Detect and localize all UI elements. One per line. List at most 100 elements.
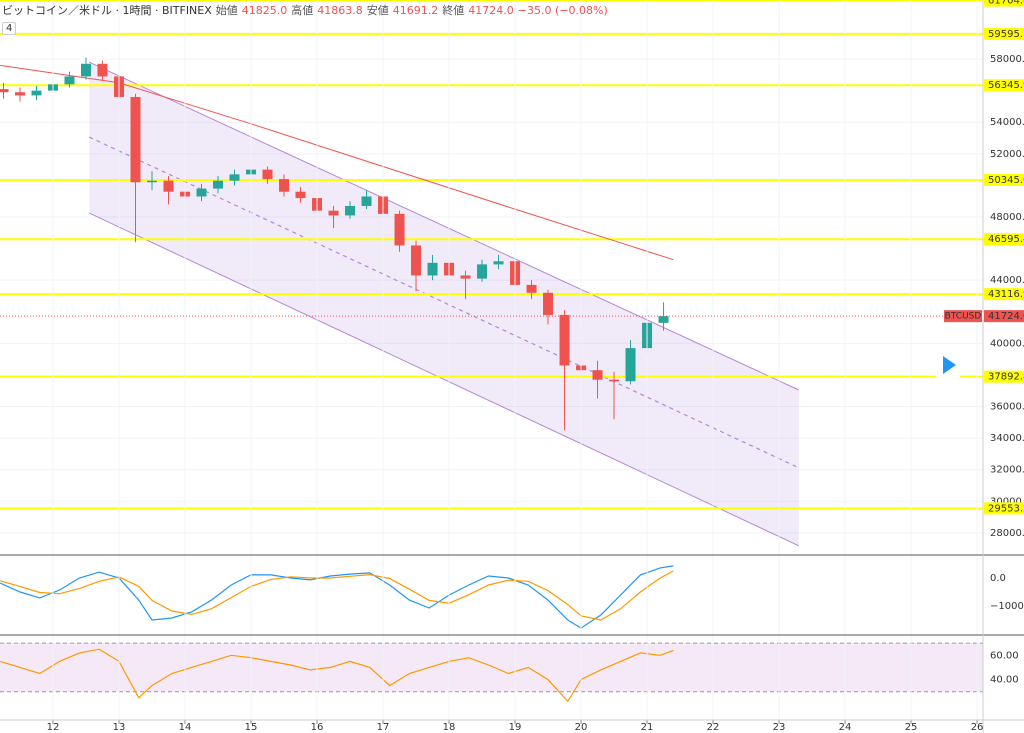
candle-body: [147, 180, 158, 183]
candle-body: [130, 96, 141, 183]
ohlc-value: 41691.2: [392, 3, 439, 17]
candle-body: [213, 180, 224, 189]
x-tick-label: 19: [509, 722, 522, 733]
candle-body: [196, 188, 207, 197]
y-tick-label: 54000.0: [990, 117, 1024, 128]
y-tick-label: 34000.0: [990, 433, 1024, 444]
level-label-bg: [984, 502, 1024, 515]
candle-body: [543, 292, 554, 315]
ohlc-value: 41825.0: [241, 3, 288, 17]
x-tick-label: 18: [443, 722, 456, 733]
y-tick-label: 32000.0: [990, 465, 1024, 476]
candle-body: [609, 379, 620, 382]
candle-body: [229, 174, 240, 181]
ohlc-label: 安値: [366, 4, 389, 17]
candle-body: [559, 314, 570, 366]
y-tick-label: 40000.0: [990, 338, 1024, 349]
candle-body: [14, 92, 25, 96]
y-tick-label: 36000.0: [990, 402, 1024, 413]
channel-middle: [89, 136, 800, 469]
symbol-tag: BTCUSD: [945, 312, 982, 322]
last-price-label: 41724.0: [988, 311, 1024, 322]
candle-body: [592, 370, 603, 380]
x-tick-label: 23: [773, 722, 786, 733]
y-tick-label: 60.00: [990, 650, 1019, 661]
level-label: 50345.0: [988, 175, 1024, 186]
y-tick-label: 40.00: [990, 675, 1019, 686]
level-label: 43116.9: [988, 289, 1024, 300]
level-label-bg: [984, 0, 1024, 7]
candle-body: [262, 169, 273, 180]
channel-fill: [89, 62, 799, 546]
candle-body: [460, 275, 471, 279]
candle-body: [64, 76, 75, 85]
y-tick-label: 30000.0: [990, 496, 1024, 507]
y-tick-label: 0.0: [990, 573, 1006, 584]
y-tick-label: −1000.0: [990, 601, 1024, 612]
ohlc-value: 41724.0: [468, 3, 514, 17]
candle-body: [526, 284, 537, 293]
band-fill: [0, 643, 983, 692]
last-price-bg: [984, 310, 1024, 323]
level-label: 37892.8: [988, 372, 1024, 383]
candle-body: [427, 262, 438, 276]
play-button[interactable]: [931, 348, 965, 382]
candle-body: [31, 90, 42, 96]
candle-body: [81, 63, 92, 77]
candle-body: [279, 179, 290, 192]
candle-body: [625, 348, 636, 382]
y-tick-label: 52000.0: [990, 149, 1024, 160]
level-label-bg: [984, 173, 1024, 186]
candle-body: [658, 316, 669, 323]
x-tick-label: 17: [377, 722, 390, 733]
candle-body: [97, 63, 108, 77]
price-axis-bg: [983, 0, 1024, 733]
level-label-bg: [984, 370, 1024, 383]
x-tick-label: 26: [971, 722, 984, 733]
ohlc-label: 終値: [442, 4, 465, 17]
candle-body: [361, 196, 372, 206]
indicator-toggle[interactable]: 4: [2, 22, 17, 35]
candle-body: [411, 245, 422, 276]
x-tick-label: 16: [311, 722, 324, 733]
x-tick-label: 13: [113, 722, 126, 733]
candle-body: [0, 89, 9, 93]
candle-body: [163, 180, 174, 192]
candle-body: [328, 210, 339, 216]
channel-upper: [89, 61, 800, 391]
x-tick-label: 22: [707, 722, 720, 733]
level-label-bg: [984, 288, 1024, 301]
indicator-line: [0, 565, 674, 629]
x-tick-label: 24: [839, 722, 852, 733]
change: −35.0 (−0.08%): [517, 3, 608, 17]
candle-body: [394, 213, 405, 246]
candle-body: [295, 191, 306, 199]
y-tick-label: 44000.0: [990, 275, 1024, 286]
ohlc-value: 41863.8: [317, 3, 363, 17]
y-tick-label: 48000.0: [990, 212, 1024, 223]
header: ビットコイン／米ドル · 1時間 · BITFINEX 始値 41825.0 高値…: [2, 2, 608, 18]
indicator-line: [0, 570, 674, 621]
level-label-bg: [984, 27, 1024, 40]
ohlc-label: 始値: [215, 4, 238, 17]
x-tick-label: 12: [47, 722, 60, 733]
x-tick-label: 14: [179, 722, 192, 733]
symbol: ビットコイン／米ドル · 1時間 · BITFINEX: [2, 4, 212, 17]
level-label: 46595.4: [988, 234, 1024, 245]
symbol-tag-bg: [944, 310, 982, 323]
level-label-bg: [984, 79, 1024, 92]
level-label: 59595.1: [988, 29, 1024, 40]
x-tick-label: 15: [245, 722, 258, 733]
indicator-line: [0, 648, 674, 703]
candle-body: [477, 264, 488, 279]
y-tick-label: 28000.0: [990, 528, 1024, 539]
level-label: 29553.2: [988, 503, 1024, 514]
level-label: 61704.0: [988, 0, 1024, 7]
y-tick-label: 58000.0: [990, 54, 1024, 65]
x-tick-label: 20: [575, 722, 588, 733]
candle-body: [345, 205, 356, 216]
ohlc-label: 高値: [291, 4, 314, 17]
play-icon[interactable]: [943, 356, 956, 374]
